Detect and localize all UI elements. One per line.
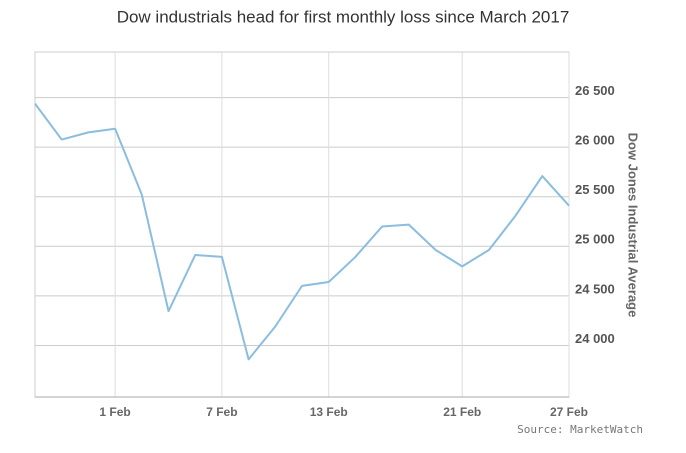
x-tick-label: 7 Feb [206,405,237,419]
y-tick-label: 24 500 [575,281,615,296]
x-tick-label: 13 Feb [310,405,348,419]
y-tick-label: 25 000 [575,232,615,247]
source: Source: MarketWatch [517,423,643,436]
x-tick-label: 1 Feb [99,405,130,419]
chart-title: Dow industrials head for first monthly l… [117,7,570,26]
y-tick-label: 24 000 [575,331,615,346]
y-axis-label: Dow Jones Industrial Average [626,133,641,318]
x-tick-label: 21 Feb [443,405,481,419]
x-tick-label: 27 Feb [550,405,588,419]
line [34,103,570,361]
y-tick-label: 26 000 [575,133,615,148]
y-tick-label: 26 500 [575,83,615,98]
y-tick-label: 25 500 [575,182,615,197]
